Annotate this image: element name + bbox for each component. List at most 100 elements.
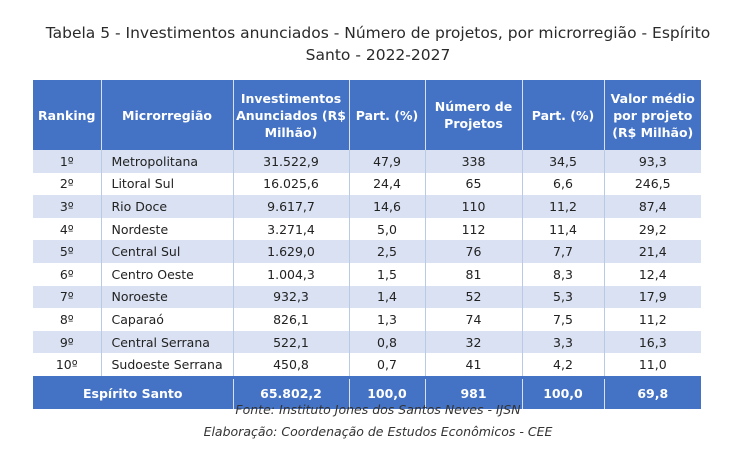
cell-microrregiao: Central Serrana — [100, 330, 233, 354]
cell-part-projetos: 34,5 — [521, 150, 604, 173]
table-row: 2º Litoral Sul 16.025,6 24,4 65 6,6 246,… — [33, 172, 701, 196]
cell-investimentos: 9.617,7 — [232, 195, 349, 218]
cell-ranking: 10º — [33, 353, 101, 379]
cell-microrregiao: Noroeste — [100, 285, 233, 309]
total-row: Espírito Santo 65.802,2 100,0 981 100,0 … — [33, 377, 701, 409]
cell-investimentos: 826,1 — [232, 308, 349, 331]
cell-part-projetos: 11,4 — [521, 217, 604, 241]
cell-part-projetos: 7,7 — [521, 240, 604, 263]
cell-part-projetos: 11,2 — [521, 195, 604, 218]
cell-part-investimentos: 47,9 — [348, 150, 425, 173]
cell-microrregiao: Sudoeste Serrana — [100, 353, 233, 379]
table-title-line-1: Tabela 5 - Investimentos anunciados - Nú… — [45, 24, 711, 42]
total-part-investimentos: 100,0 — [348, 377, 425, 409]
cell-part-investimentos: 1,4 — [348, 285, 425, 309]
cell-ranking: 9º — [33, 330, 101, 354]
cell-ranking: 4º — [33, 217, 101, 241]
table-row: 6º Centro Oeste 1.004,3 1,5 81 8,3 12,4 — [33, 262, 701, 286]
cell-valor-medio: 87,4 — [603, 195, 701, 218]
cell-part-investimentos: 0,8 — [348, 330, 425, 354]
table-row: 7º Noroeste 932,3 1,4 52 5,3 17,9 — [33, 285, 701, 309]
cell-investimentos: 450,8 — [232, 353, 349, 379]
cell-numero-projetos: 65 — [424, 172, 522, 196]
cell-part-investimentos: 0,7 — [348, 353, 425, 379]
header-investimentos: Investimentos Anunciados (R$ Milhão) — [232, 80, 349, 150]
cell-ranking: 1º — [33, 150, 101, 173]
investments-table: Ranking Microrregião Investimentos Anunc… — [33, 80, 701, 409]
cell-investimentos: 1.629,0 — [232, 240, 349, 263]
cell-numero-projetos: 338 — [424, 150, 522, 173]
cell-microrregiao: Caparaó — [100, 308, 233, 331]
cell-numero-projetos: 41 — [424, 353, 522, 379]
source-note: Fonte: Instituto Jones dos Santos Neves … — [235, 402, 521, 417]
table-row: 10º Sudoeste Serrana 450,8 0,7 41 4,2 11… — [33, 353, 701, 379]
cell-investimentos: 522,1 — [232, 330, 349, 354]
total-investimentos: 65.802,2 — [232, 377, 349, 409]
cell-microrregiao: Metropolitana — [100, 150, 233, 173]
cell-part-investimentos: 2,5 — [348, 240, 425, 263]
cell-ranking: 7º — [33, 285, 101, 309]
cell-numero-projetos: 110 — [424, 195, 522, 218]
cell-microrregiao: Central Sul — [100, 240, 233, 263]
cell-part-projetos: 6,6 — [521, 172, 604, 196]
cell-numero-projetos: 32 — [424, 330, 522, 354]
cell-microrregiao: Centro Oeste — [100, 262, 233, 286]
cell-part-investimentos: 24,4 — [348, 172, 425, 196]
total-label: Espírito Santo — [33, 377, 233, 409]
table-row: 5º Central Sul 1.629,0 2,5 76 7,7 21,4 — [33, 240, 701, 263]
table-row: 8º Caparaó 826,1 1,3 74 7,5 11,2 — [33, 308, 701, 331]
table-title-line-2: Santo - 2022-2027 — [305, 46, 451, 64]
cell-valor-medio: 12,4 — [603, 262, 701, 286]
cell-microrregiao: Litoral Sul — [100, 172, 233, 196]
cell-investimentos: 3.271,4 — [232, 217, 349, 241]
total-valor-medio: 69,8 — [603, 377, 701, 409]
cell-numero-projetos: 76 — [424, 240, 522, 263]
header-part-projetos: Part. (%) — [521, 80, 604, 150]
elaboration-note: Elaboração: Coordenação de Estudos Econô… — [203, 424, 553, 439]
cell-part-projetos: 3,3 — [521, 330, 604, 354]
cell-numero-projetos: 112 — [424, 217, 522, 241]
total-part-projetos: 100,0 — [521, 377, 604, 409]
header-microrregiao: Microrregião — [100, 80, 233, 150]
cell-investimentos: 31.522,9 — [232, 150, 349, 173]
cell-part-projetos: 4,2 — [521, 353, 604, 379]
cell-part-investimentos: 5,0 — [348, 217, 425, 241]
cell-valor-medio: 29,2 — [603, 217, 701, 241]
cell-valor-medio: 11,0 — [603, 353, 701, 379]
cell-valor-medio: 17,9 — [603, 285, 701, 309]
cell-valor-medio: 246,5 — [603, 172, 701, 196]
total-numero-projetos: 981 — [424, 377, 522, 409]
header-numero-projetos: Número de Projetos — [424, 80, 522, 150]
cell-investimentos: 1.004,3 — [232, 262, 349, 286]
header-part-investimentos: Part. (%) — [348, 80, 425, 150]
cell-part-investimentos: 1,5 — [348, 262, 425, 286]
cell-investimentos: 16.025,6 — [232, 172, 349, 196]
cell-numero-projetos: 52 — [424, 285, 522, 309]
cell-microrregiao: Rio Doce — [100, 195, 233, 218]
header-valor-medio: Valor médio por projeto (R$ Milhão) — [603, 80, 701, 150]
cell-ranking: 2º — [33, 172, 101, 196]
cell-numero-projetos: 81 — [424, 262, 522, 286]
cell-ranking: 3º — [33, 195, 101, 218]
cell-valor-medio: 93,3 — [603, 150, 701, 173]
cell-valor-medio: 21,4 — [603, 240, 701, 263]
cell-ranking: 6º — [33, 262, 101, 286]
table-row: 9º Central Serrana 522,1 0,8 32 3,3 16,3 — [33, 330, 701, 354]
header-ranking: Ranking — [33, 80, 101, 150]
cell-investimentos: 932,3 — [232, 285, 349, 309]
cell-ranking: 8º — [33, 308, 101, 331]
cell-microrregiao: Nordeste — [100, 217, 233, 241]
cell-part-investimentos: 14,6 — [348, 195, 425, 218]
cell-numero-projetos: 74 — [424, 308, 522, 331]
cell-part-projetos: 5,3 — [521, 285, 604, 309]
cell-part-projetos: 8,3 — [521, 262, 604, 286]
cell-part-projetos: 7,5 — [521, 308, 604, 331]
cell-valor-medio: 11,2 — [603, 308, 701, 331]
header-row: Ranking Microrregião Investimentos Anunc… — [33, 80, 701, 150]
table-row: 1º Metropolitana 31.522,9 47,9 338 34,5 … — [33, 150, 701, 173]
cell-part-investimentos: 1,3 — [348, 308, 425, 331]
table-row: 3º Rio Doce 9.617,7 14,6 110 11,2 87,4 — [33, 195, 701, 218]
cell-ranking: 5º — [33, 240, 101, 263]
table-row: 4º Nordeste 3.271,4 5,0 112 11,4 29,2 — [33, 217, 701, 241]
cell-valor-medio: 16,3 — [603, 330, 701, 354]
